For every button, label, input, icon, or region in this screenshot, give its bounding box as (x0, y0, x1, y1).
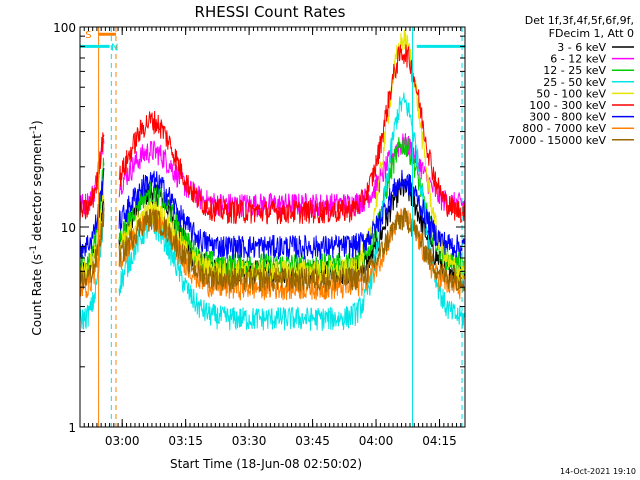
y-tick-label-1: 1 (68, 421, 76, 435)
x-tick-label-5: 04:00 (359, 434, 394, 448)
legend-label-7: 300 - 800 keV (529, 111, 606, 124)
x-tick-label-6: 04:15 (422, 434, 457, 448)
legend-label-4: 25 - 50 keV (543, 76, 606, 89)
legend-label-2: 6 - 12 keV (550, 53, 606, 66)
series-line-6-post (118, 44, 466, 225)
legend: Det 1f,3f,4f,5f,6f,9f, FDecim 1, Att 0 3… (508, 14, 634, 147)
y-label-part-2: detector segment (30, 134, 44, 245)
y-label-sup-1: -1 (29, 245, 39, 254)
legend-label-9: 7000 - 15000 keV (508, 134, 606, 147)
series-6 (79, 44, 466, 225)
legend-entry-3: 12 - 25 keV (543, 64, 634, 77)
x-tick-label-4: 03:45 (295, 434, 330, 448)
legend-entry-9: 7000 - 15000 keV (508, 134, 634, 147)
y-label-sup-2: -1 (29, 125, 39, 134)
saa-label-s: S (85, 30, 91, 41)
series-line-6-pre (79, 132, 105, 223)
x-tick-label-1: 03:00 (105, 434, 140, 448)
legend-header-1: Det 1f,3f,4f,5f,6f,9f, (525, 14, 634, 27)
legend-label-6: 100 - 300 keV (529, 99, 606, 112)
series-line-7-post (118, 169, 466, 261)
plot-content: SN (79, 27, 466, 427)
legend-entry-5: 50 - 100 keV (536, 87, 634, 100)
series-line-9-post (118, 207, 466, 293)
legend-entry-4: 25 - 50 keV (543, 76, 634, 89)
legend-entry-8: 800 - 7000 keV (522, 122, 634, 135)
axes: 03:00 03:15 03:30 03:45 04:00 04:15 1 10 100 (53, 21, 466, 448)
series-line-4-post (118, 92, 466, 331)
series-7 (79, 167, 466, 261)
x-axis-label: Start Time (18-Jun-08 02:50:02) (170, 457, 362, 471)
legend-label-5: 50 - 100 keV (536, 87, 606, 100)
chart-title: RHESSI Count Rates (195, 3, 346, 21)
legend-entry-2: 6 - 12 keV (550, 53, 634, 66)
legend-label-3: 12 - 25 keV (543, 64, 606, 77)
y-label-part-3: ) (30, 120, 44, 125)
y-tick-label-3: 100 (53, 21, 76, 35)
legend-header-2: FDecim 1, Att 0 (549, 27, 634, 40)
legend-entry-7: 300 - 800 keV (529, 111, 634, 124)
series-9 (79, 207, 466, 293)
night-label-n: N (111, 42, 118, 53)
y-tick-label-2: 10 (61, 221, 76, 235)
footer-timestamp: 14-Oct-2021 19:10 (560, 467, 636, 476)
legend-label-1: 3 - 6 keV (557, 41, 606, 54)
x-tick-label-3: 03:30 (232, 434, 267, 448)
legend-entry-6: 100 - 300 keV (529, 99, 634, 112)
series-line-7-pre (79, 167, 105, 259)
y-axis-label: Count Rate (s-1 detector segment-1) (29, 120, 44, 335)
legend-label-8: 800 - 7000 keV (522, 122, 606, 135)
series-line-3-post (118, 137, 466, 279)
x-tick-label-2: 03:15 (168, 434, 203, 448)
y-label-part-1: Count Rate (s (30, 254, 44, 336)
legend-entry-1: 3 - 6 keV (557, 41, 634, 54)
series-line-9-pre (79, 208, 105, 290)
